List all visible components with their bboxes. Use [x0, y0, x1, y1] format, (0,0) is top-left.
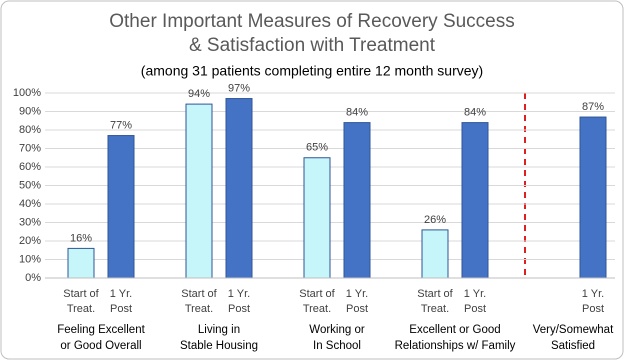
- bar: [303, 157, 331, 279]
- bar-label: 1 Yr. Post: [464, 288, 486, 315]
- y-tick-label: 90%: [19, 105, 41, 117]
- value-label: 97%: [228, 82, 250, 94]
- bar-label: Start of Treat.: [299, 288, 335, 315]
- y-tick-label: 100%: [13, 87, 41, 99]
- value-label: 84%: [346, 107, 368, 119]
- bar: [107, 135, 135, 279]
- bar: [67, 247, 95, 279]
- bar-label: Start of Treat.: [417, 288, 453, 315]
- bar: [579, 116, 607, 279]
- bar-label: Start of Treat.: [181, 288, 217, 315]
- y-tick-label: 0%: [25, 272, 41, 284]
- bar: [225, 98, 253, 279]
- chart-title: Other Important Measures of Recovery Suc…: [109, 11, 515, 56]
- y-tick-label: 40%: [19, 198, 41, 210]
- bar-label: 1 Yr. Post: [228, 288, 250, 315]
- y-tick-label: 50%: [19, 179, 41, 191]
- y-tick-label: 30%: [19, 216, 41, 228]
- bar: [343, 122, 371, 279]
- value-label: 16%: [70, 232, 92, 244]
- category-label: Living in Stable Housing: [180, 324, 258, 352]
- y-tick-label: 20%: [19, 235, 41, 247]
- bar: [185, 103, 213, 279]
- bar-label: 1 Yr. Post: [346, 288, 368, 315]
- bar-label: Start of Treat.: [63, 288, 99, 315]
- category-label: Working or In School: [309, 324, 365, 352]
- bar-label: 1 Yr. Post: [582, 288, 604, 315]
- chart-subtitle: (among 31 patients completing entire 12 …: [141, 63, 483, 79]
- bar: [461, 122, 489, 279]
- bar: [421, 229, 449, 279]
- value-label: 77%: [110, 119, 132, 131]
- y-tick-label: 10%: [19, 253, 41, 265]
- value-label: 26%: [424, 214, 446, 226]
- bar-label: 1 Yr. Post: [110, 288, 132, 315]
- category-label: Feeling Excellent or Good Overall: [57, 324, 145, 352]
- y-tick-label: 70%: [19, 142, 41, 154]
- y-tick-label: 60%: [19, 161, 41, 173]
- category-label: Very/Somewhat Satisfied: [533, 324, 614, 352]
- y-tick-label: 80%: [19, 124, 41, 136]
- value-label: 84%: [464, 107, 486, 119]
- value-label: 94%: [188, 88, 210, 100]
- category-label: Excellent or Good Relationships w/ Family: [395, 324, 516, 352]
- value-label: 87%: [582, 101, 604, 113]
- value-label: 65%: [306, 142, 328, 154]
